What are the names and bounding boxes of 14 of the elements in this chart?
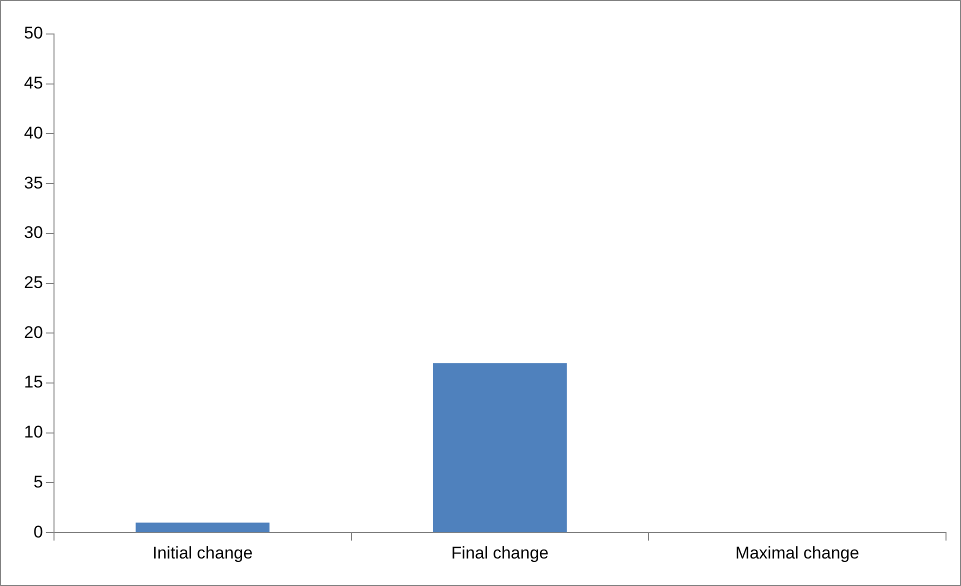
y-tick-label: 20 bbox=[24, 322, 43, 342]
y-tick-label: 15 bbox=[24, 372, 43, 392]
y-tick-label: 50 bbox=[24, 24, 43, 43]
y-tick-label: 10 bbox=[24, 422, 43, 442]
y-tick-label: 40 bbox=[24, 123, 43, 142]
y-tick-label: 45 bbox=[24, 74, 43, 93]
x-tick-label: Initial change bbox=[152, 543, 253, 562]
y-tick-label: 35 bbox=[24, 173, 43, 192]
y-tick-label: 30 bbox=[24, 223, 43, 242]
y-tick-label: 25 bbox=[24, 272, 43, 292]
x-tick-label: Final change bbox=[451, 543, 549, 562]
x-tick-label: Maximal change bbox=[735, 543, 860, 562]
y-tick-label: 0 bbox=[33, 522, 43, 542]
y-tick-label: 5 bbox=[33, 472, 43, 492]
